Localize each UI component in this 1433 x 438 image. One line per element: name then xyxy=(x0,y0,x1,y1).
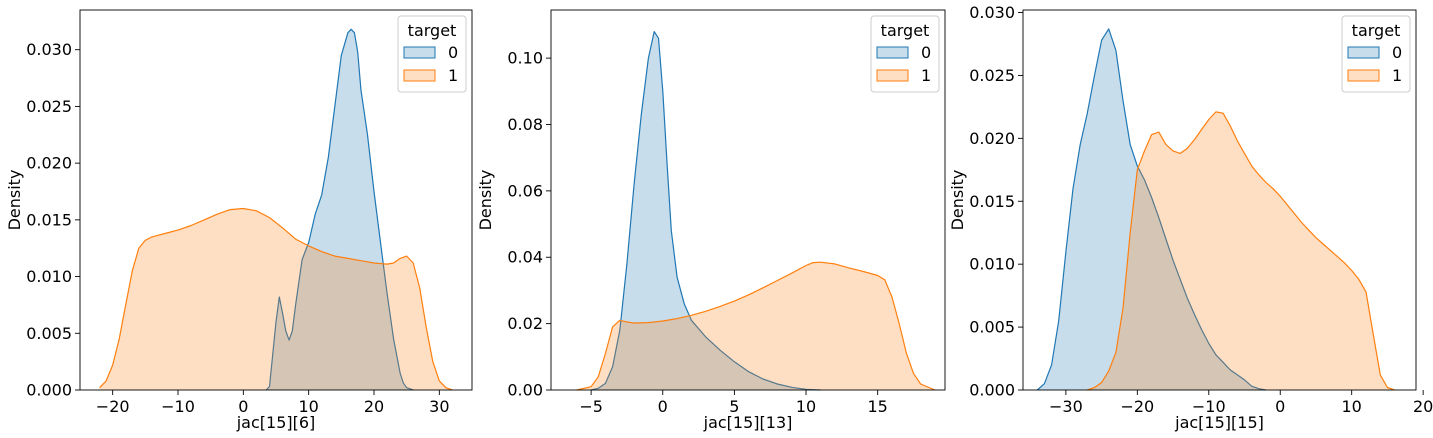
legend-swatch-target-0 xyxy=(1347,46,1380,59)
x-tick-label: −10 xyxy=(161,397,195,416)
density-line-target-1 xyxy=(1087,111,1395,391)
density-area-target-0 xyxy=(1037,28,1266,391)
legend-label-target-0: 0 xyxy=(921,43,931,62)
y-axis-label: Density xyxy=(948,170,967,231)
density-line-target-1 xyxy=(99,207,453,391)
legend: target 0 1 xyxy=(1341,15,1411,93)
legend-swatch-target-1 xyxy=(403,69,436,82)
y-tick-label: 0.000 xyxy=(969,381,1015,400)
y-tick-label: 0.015 xyxy=(969,192,1015,211)
x-tick-label: 0 xyxy=(1275,397,1285,416)
legend-swatch-target-0 xyxy=(876,46,909,59)
y-tick-label: 0.025 xyxy=(26,97,72,116)
legend: target 0 1 xyxy=(870,15,940,93)
legend-swatch-target-1 xyxy=(1347,69,1380,82)
legend-title: target xyxy=(1352,21,1401,40)
y-tick-label: 0.025 xyxy=(969,66,1015,85)
y-tick-label: 0.030 xyxy=(26,40,72,59)
axes-frame xyxy=(79,9,473,391)
x-tick-label: 0 xyxy=(658,397,668,416)
x-axis-label: jac[15][6] xyxy=(236,413,316,432)
axes-frame xyxy=(550,9,946,391)
chart-panel-2: −5 0 5 10 150.000.020.040.060.080.10jac[15][… xyxy=(476,9,946,432)
x-tick-label: −5 xyxy=(579,397,603,416)
axes-frame xyxy=(1022,9,1417,391)
x-axis-label: jac[15][15] xyxy=(1174,413,1264,432)
density-line-target-0 xyxy=(590,31,821,391)
y-tick-label: 0.020 xyxy=(26,154,72,173)
x-tick-label: 10 xyxy=(298,397,318,416)
legend-label-target-1: 1 xyxy=(448,66,458,85)
x-tick-label: −30 xyxy=(1049,397,1083,416)
y-tick-label: 0.010 xyxy=(26,267,72,286)
legend-label-target-0: 0 xyxy=(1392,43,1402,62)
x-tick-label: 0 xyxy=(238,397,248,416)
y-tick-label: 0.005 xyxy=(969,318,1015,337)
x-tick-label: 5 xyxy=(729,397,739,416)
y-tick-label: 0.030 xyxy=(969,3,1015,22)
legend-box xyxy=(1341,15,1411,93)
y-axis-label: Density xyxy=(476,170,495,231)
legend-title: target xyxy=(408,21,457,40)
y-tick-label: 0.02 xyxy=(507,314,543,333)
density-area-target-1 xyxy=(1087,111,1395,391)
legend-label-target-1: 1 xyxy=(1392,66,1402,85)
y-tick-label: 0.010 xyxy=(969,255,1015,274)
chart-panel-3: −30 −20 −10 0 10 200.0000.0050.0100.0150.0200… xyxy=(948,3,1433,432)
x-tick-label: −20 xyxy=(96,397,130,416)
x-tick-label: 30 xyxy=(429,397,449,416)
density-area-target-0 xyxy=(266,29,414,391)
density-line-target-0 xyxy=(265,28,414,391)
y-tick-label: 0.015 xyxy=(26,210,72,229)
x-tick-label: 20 xyxy=(1413,397,1433,416)
density-line-target-0 xyxy=(1036,28,1267,391)
x-axis-label: jac[15][13] xyxy=(703,413,793,432)
y-tick-label: 0.000 xyxy=(26,381,72,400)
x-tick-label: 10 xyxy=(796,397,816,416)
y-tick-label: 0.005 xyxy=(26,324,72,343)
density-area-target-0 xyxy=(591,31,821,390)
legend-swatch-target-1 xyxy=(876,69,909,82)
y-tick-label: 0.00 xyxy=(507,381,543,400)
density-line-target-1 xyxy=(576,261,936,391)
x-tick-label: 20 xyxy=(364,397,384,416)
y-tick-label: 0.020 xyxy=(969,129,1015,148)
legend-box xyxy=(870,15,940,93)
y-tick-label: 0.04 xyxy=(507,248,543,267)
legend-box xyxy=(397,15,467,93)
y-axis-label: Density xyxy=(5,170,24,231)
legend-label-target-1: 1 xyxy=(921,66,931,85)
x-tick-label: −10 xyxy=(1192,397,1226,416)
y-tick-label: 0.08 xyxy=(507,115,543,134)
y-tick-label: 0.10 xyxy=(507,49,543,68)
density-area-target-1 xyxy=(99,208,453,390)
legend-title: target xyxy=(881,21,930,40)
legend-label-target-0: 0 xyxy=(448,43,458,62)
legend: target 0 1 xyxy=(397,15,467,93)
density-area-target-1 xyxy=(576,262,935,390)
x-tick-label: 10 xyxy=(1342,397,1362,416)
y-tick-label: 0.06 xyxy=(507,181,543,200)
x-tick-label: 15 xyxy=(867,397,887,416)
x-tick-label: −20 xyxy=(1120,397,1154,416)
legend-swatch-target-0 xyxy=(403,46,436,59)
chart-panel-1: −20 −10 0 10 20 300.0000.0050.0100.0150.0200.… xyxy=(5,9,473,432)
